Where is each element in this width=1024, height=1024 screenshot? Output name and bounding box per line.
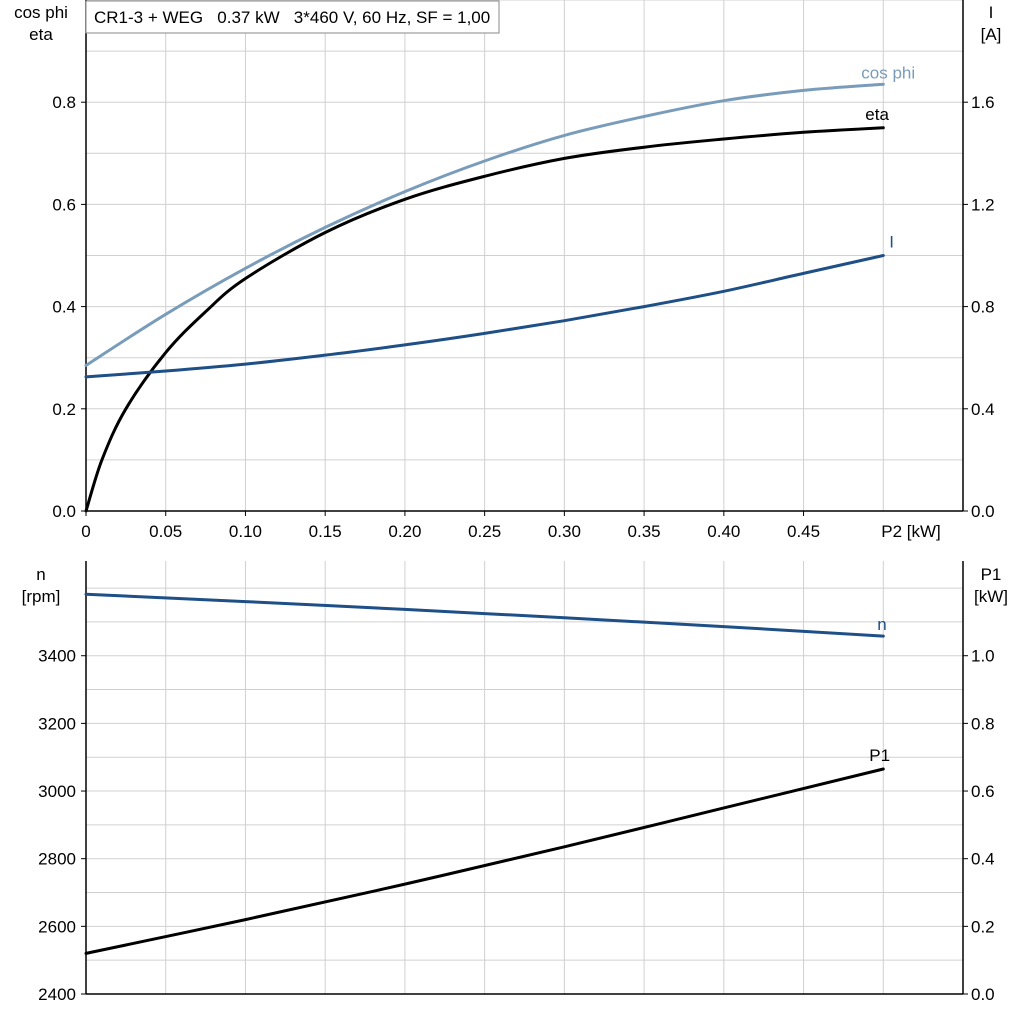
x-axis-label: P2 [kW] — [881, 522, 941, 541]
right-tick-label: 0.8 — [971, 298, 995, 317]
left-tick-label: 3200 — [38, 714, 76, 733]
series-line-i — [84, 254, 885, 379]
right-tick-label: 0.4 — [971, 400, 995, 419]
series-label-p1: P1 — [869, 746, 890, 765]
left-tick-label: 3400 — [38, 647, 76, 666]
x-tick-label: 0.10 — [229, 522, 262, 541]
right-tick-label: 0.4 — [971, 850, 995, 869]
series-label-eta: eta — [865, 105, 889, 124]
right-tick-label: 1.6 — [971, 93, 995, 112]
series-line-n — [84, 592, 885, 638]
left-tick-label: 3000 — [38, 782, 76, 801]
left-tick-label: 0.2 — [52, 400, 76, 419]
right-axis-label: [A] — [981, 25, 1002, 44]
left-axis-label: n — [36, 565, 45, 584]
left-tick-label: 0.6 — [52, 195, 76, 214]
x-tick-label: 0.45 — [787, 522, 820, 541]
horizontal-gridlines — [86, 0, 963, 512]
left-axis-label: [rpm] — [22, 587, 61, 606]
right-axis-label: I — [989, 3, 994, 22]
x-tick-label: 0.15 — [309, 522, 342, 541]
series-line-cos-phi — [84, 82, 885, 367]
right-tick-label: 0.0 — [971, 502, 995, 521]
right-tick-label: 0.2 — [971, 917, 995, 936]
x-tick-label: 0.35 — [628, 522, 661, 541]
right-axis-label: P1 — [981, 565, 1002, 584]
x-tick-label: 0 — [81, 522, 90, 541]
right-tick-label: 0.8 — [971, 714, 995, 733]
bottom-chart: 2400 2600 2800 3000 3200 3400 0.0 0.2 0.4 0.6 0.8 1… — [22, 561, 1008, 1004]
left-tick-label: 2800 — [38, 850, 76, 869]
series-label-i: I — [889, 233, 894, 252]
left-tick-label: 0.4 — [52, 298, 76, 317]
chart-title: CR1-3 + WEG 0.37 kW 3*460 V, 60 Hz, SF =… — [94, 8, 490, 27]
left-axis-label: eta — [29, 25, 53, 44]
right-tick-label: 1.0 — [971, 647, 995, 666]
series-label-n: n — [877, 615, 886, 634]
right-tick-label: 0.6 — [971, 782, 995, 801]
chart-title-box — [85, 0, 500, 34]
left-tick-label: 2400 — [38, 985, 76, 1004]
x-tick-label: 0.20 — [388, 522, 421, 541]
left-tick-label: 0.0 — [52, 502, 76, 521]
right-tick-label: 1.2 — [971, 195, 995, 214]
series-label-cos-phi: cos phi — [861, 63, 915, 82]
x-tick-label: 0.40 — [707, 522, 740, 541]
x-tick-label: 0.30 — [548, 522, 581, 541]
left-axis-label: cos phi — [14, 3, 68, 22]
x-tick-label: 0.05 — [149, 522, 182, 541]
left-tick-label: 0.8 — [52, 93, 76, 112]
top-chart: 0.0 0.2 0.4 0.6 0.8 0.0 0.4 0.8 1.2 1.6 cos phi eta… — [14, 0, 1001, 541]
right-axis-label: [kW] — [974, 587, 1008, 606]
right-tick-label: 0.0 — [971, 985, 995, 1004]
x-tick-label: 0.25 — [468, 522, 501, 541]
series-line-eta — [84, 126, 885, 513]
series-line-p1 — [84, 767, 885, 955]
left-tick-label: 2600 — [38, 917, 76, 936]
